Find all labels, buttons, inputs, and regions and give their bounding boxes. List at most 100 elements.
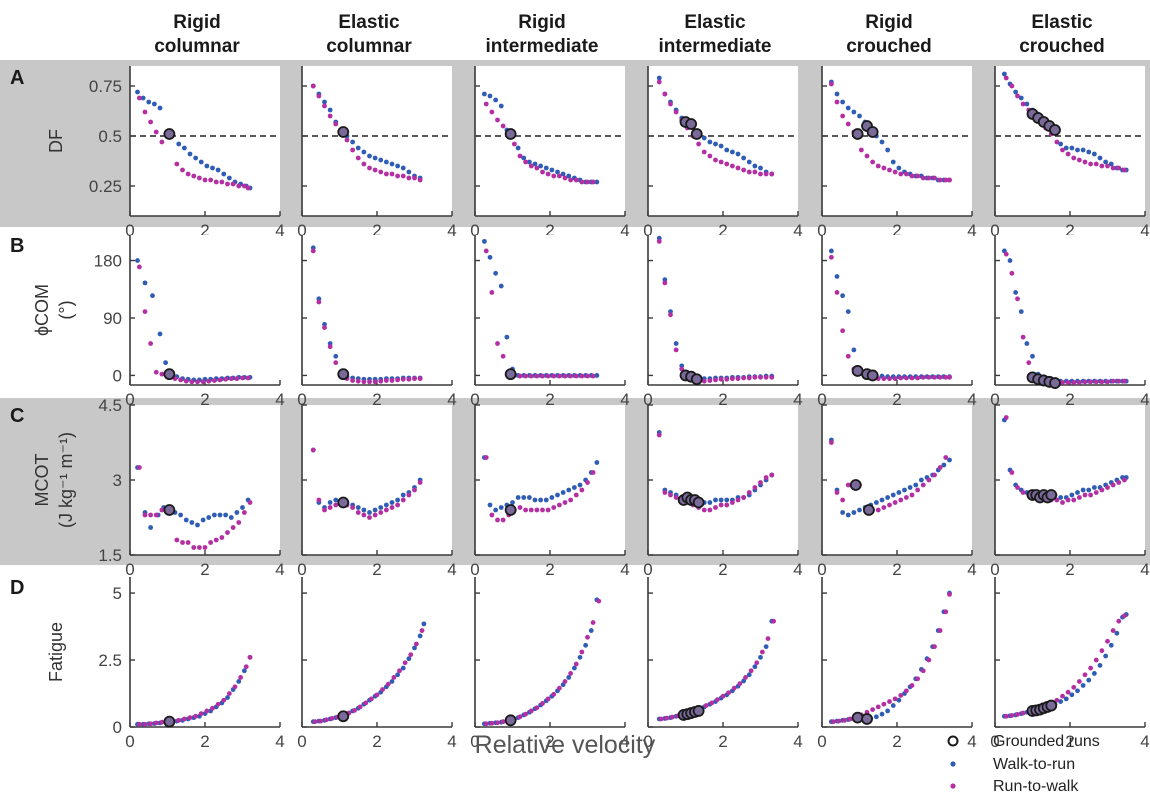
run-to-walk-point-b-rigid-columnar-7 <box>178 377 184 383</box>
x-tick-label-d-elastic-crouched-2: 4 <box>1140 732 1149 751</box>
run-to-walk-point-a-elastic-columnar-15 <box>395 173 401 179</box>
y-tick-label-a-rigid-columnar-0: 0.25 <box>89 177 122 196</box>
y-tick-label-b-rigid-columnar-1: 90 <box>103 309 122 328</box>
walk-to-run-point-a-rigid-columnar-15 <box>221 171 227 177</box>
run-to-walk-point-d-elastic-intermediate-10 <box>714 697 720 703</box>
run-to-walk-point-a-rigid-columnar-2 <box>148 119 154 125</box>
run-to-walk-point-b-elastic-crouched-14 <box>1082 379 1088 385</box>
panel-b-elastic-intermediate: 0 2 4 <box>643 235 803 409</box>
run-to-walk-point-c-rigid-intermediate-6 <box>517 505 523 510</box>
walk-to-run-point-d-elastic-columnar-20 <box>421 621 427 627</box>
run-to-walk-point-c-rigid-intermediate-14 <box>562 500 568 505</box>
walk-to-run-point-d-rigid-intermediate-16 <box>571 665 577 671</box>
run-to-walk-point-c-elastic-crouched-2 <box>1015 485 1020 490</box>
run-to-walk-point-b-elastic-columnar-19 <box>417 376 423 382</box>
run-to-walk-point-d-rigid-intermediate-6 <box>517 714 523 720</box>
walk-to-run-point-c-rigid-intermediate-14 <box>560 490 566 495</box>
run-to-walk-point-c-elastic-intermediate-17 <box>752 485 758 490</box>
run-to-walk-point-d-rigid-crouched-3 <box>847 716 853 722</box>
walk-to-run-point-c-rigid-intermediate-6 <box>515 495 521 500</box>
walk-to-run-point-d-elastic-crouched-14 <box>1080 683 1086 688</box>
walk-to-run-point-c-rigid-columnar-17 <box>234 510 240 515</box>
walk-to-run-point-a-rigid-crouched-11 <box>890 159 896 165</box>
run-to-walk-point-d-elastic-columnar-15 <box>397 668 402 674</box>
run-to-walk-point-b-elastic-columnar-17 <box>406 376 412 382</box>
walk-to-run-point-b-rigid-intermediate-3 <box>498 283 504 289</box>
walk-to-run-point-c-rigid-intermediate-2 <box>493 507 499 513</box>
walk-to-run-point-a-rigid-columnar-3 <box>151 101 157 107</box>
run-to-walk-point-d-elastic-columnar-16 <box>402 660 408 666</box>
x-tick-label-a-rigid-columnar-1: 2 <box>200 221 209 240</box>
run-to-walk-point-b-rigid-crouched-18 <box>932 374 937 380</box>
run-to-walk-point-c-rigid-crouched-17 <box>926 477 932 483</box>
run-to-walk-point-a-rigid-intermediate-5 <box>511 141 517 147</box>
run-to-walk-point-b-rigid-intermediate-14 <box>562 373 568 379</box>
walk-to-run-point-c-rigid-crouched-20 <box>941 462 947 468</box>
legend-marker-walk-to-run <box>950 761 956 767</box>
run-to-walk-point-a-rigid-intermediate-7 <box>523 159 529 165</box>
run-to-walk-point-a-elastic-intermediate-10 <box>713 157 718 163</box>
walk-to-run-point-c-rigid-columnar-10 <box>195 522 200 528</box>
run-to-walk-point-c-elastic-crouched-16 <box>1093 490 1099 495</box>
walk-to-run-point-d-rigid-intermediate-17 <box>577 654 583 660</box>
run-to-walk-point-b-rigid-crouched-17 <box>926 374 932 380</box>
run-to-walk-point-d-elastic-crouched-14 <box>1082 672 1088 678</box>
x-tick-label-b-rigid-columnar-2: 4 <box>275 390 284 409</box>
walk-to-run-point-a-rigid-columnar-9 <box>187 151 193 157</box>
walk-to-run-point-b-rigid-columnar-1 <box>142 280 148 286</box>
run-to-walk-point-a-elastic-crouched-1 <box>1009 83 1015 89</box>
run-to-walk-point-c-rigid-crouched-16 <box>920 482 926 488</box>
run-to-walk-point-b-rigid-columnar-0 <box>136 264 142 270</box>
run-to-walk-point-d-elastic-intermediate-0 <box>658 716 664 722</box>
run-to-walk-point-a-rigid-crouched-11 <box>892 169 898 175</box>
walk-to-run-point-d-elastic-crouched-11 <box>1063 696 1069 702</box>
run-to-walk-point-d-elastic-columnar-17 <box>408 652 414 658</box>
x-tick-label-b-rigid-intermediate-1: 2 <box>545 390 554 409</box>
x-tick-label-b-elastic-intermediate-1: 2 <box>718 390 727 409</box>
walk-to-run-point-c-rigid-columnar-18 <box>240 505 245 510</box>
run-to-walk-point-b-elastic-crouched-16 <box>1093 379 1099 385</box>
x-tick-label-b-elastic-crouched-1: 2 <box>1065 390 1074 409</box>
run-to-walk-point-d-rigid-crouched-15 <box>915 676 921 682</box>
run-to-walk-point-b-elastic-columnar-18 <box>412 376 417 382</box>
run-to-walk-point-d-elastic-columnar-14 <box>391 675 397 680</box>
run-to-walk-point-a-rigid-intermediate-1 <box>489 109 495 115</box>
walk-to-run-point-c-rigid-columnar-8 <box>183 517 189 523</box>
run-to-walk-point-c-elastic-crouched-3 <box>1020 490 1026 495</box>
walk-to-run-point-a-rigid-columnar-2 <box>146 99 152 105</box>
run-to-walk-point-d-rigid-intermediate-20 <box>596 598 602 604</box>
walk-to-run-point-c-elastic-columnar-16 <box>400 492 406 498</box>
walk-to-run-point-d-rigid-intermediate-19 <box>588 628 594 633</box>
x-tick-label-b-rigid-intermediate-0: 0 <box>470 390 479 409</box>
walk-to-run-point-a-rigid-intermediate-8 <box>526 159 532 165</box>
plot-area-b-rigid-columnar <box>130 235 280 385</box>
run-to-walk-point-d-rigid-crouched-12 <box>898 692 904 698</box>
walk-to-run-point-a-elastic-intermediate-10 <box>713 141 718 147</box>
x-tick-label-d-rigid-crouched-1: 2 <box>892 732 901 751</box>
run-to-walk-point-d-rigid-crouched-11 <box>892 696 898 702</box>
run-to-walk-point-c-rigid-columnar-14 <box>219 535 225 540</box>
run-to-walk-point-a-elastic-crouched-19 <box>1110 165 1116 171</box>
walk-to-run-point-a-rigid-columnar-11 <box>198 159 204 165</box>
x-tick-label-a-rigid-crouched-2: 4 <box>967 221 976 240</box>
run-to-walk-point-c-rigid-columnar-8 <box>185 540 191 545</box>
run-to-walk-point-a-rigid-columnar-17 <box>236 183 242 189</box>
walk-to-run-point-a-rigid-intermediate-20 <box>594 179 600 185</box>
run-to-walk-point-c-rigid-crouched-14 <box>909 492 915 498</box>
run-to-walk-point-c-elastic-columnar-8 <box>355 510 361 515</box>
run-to-walk-point-d-elastic-columnar-18 <box>413 641 419 647</box>
walk-to-run-point-b-elastic-crouched-4 <box>1024 341 1030 346</box>
walk-to-run-point-b-elastic-crouched-3 <box>1018 309 1024 314</box>
run-to-walk-point-a-rigid-columnar-8 <box>185 171 191 177</box>
panel-a-rigid-columnar: 0 2 4 0.25 0.5 0.75 <box>89 66 285 240</box>
walk-to-run-point-a-elastic-columnar-3 <box>327 107 333 113</box>
run-to-walk-point-c-elastic-crouched-13 <box>1076 495 1082 500</box>
x-tick-label-b-elastic-columnar-1: 2 <box>372 390 381 409</box>
grounded-run-point-c-elastic-crouched-5 <box>1045 489 1058 501</box>
walk-to-run-point-c-elastic-crouched-16 <box>1091 485 1097 490</box>
run-to-walk-point-b-rigid-intermediate-9 <box>534 373 540 379</box>
run-to-walk-point-b-elastic-crouched-2 <box>1015 296 1020 302</box>
run-to-walk-point-b-rigid-intermediate-10 <box>540 373 545 379</box>
run-to-walk-point-a-rigid-crouched-17 <box>926 175 932 181</box>
run-to-walk-point-b-elastic-crouched-10 <box>1060 380 1065 385</box>
